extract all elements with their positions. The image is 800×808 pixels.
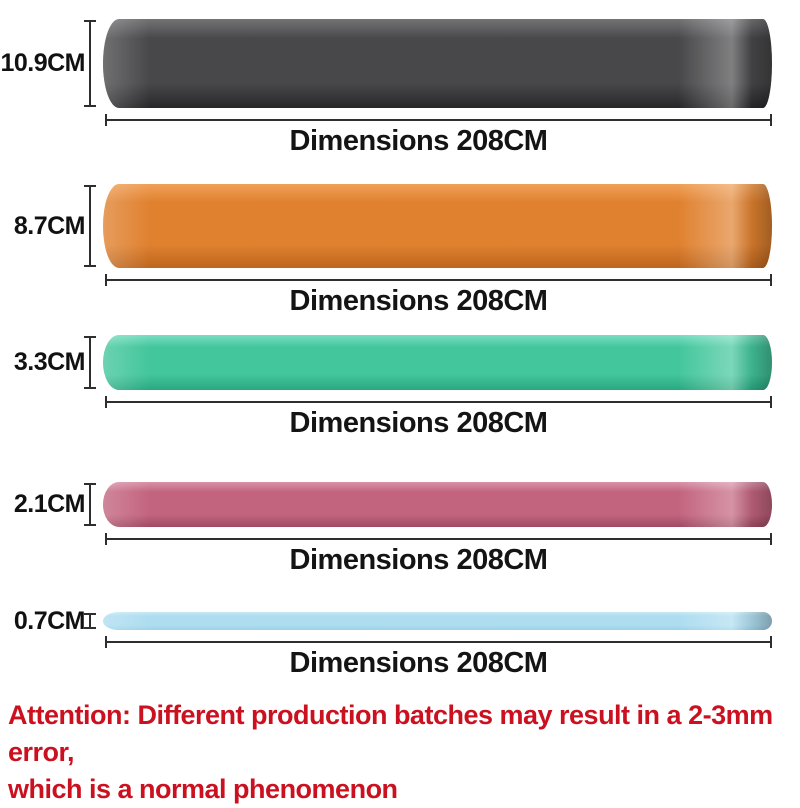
blue-band bbox=[103, 612, 772, 630]
band-width-label: 0.7CM bbox=[13, 606, 86, 635]
black-band bbox=[103, 19, 772, 108]
width-measure-line bbox=[84, 483, 96, 526]
band-length-label: Dimensions 208CM bbox=[289, 285, 548, 317]
attention-line-2: which is a normal phenomenon bbox=[8, 774, 398, 804]
attention-line-1: Attention: Different production batches … bbox=[8, 700, 773, 767]
length-measure-line bbox=[105, 636, 772, 648]
band-width-label: 8.7CM bbox=[13, 211, 86, 240]
pink-band bbox=[103, 482, 772, 527]
length-measure-line bbox=[105, 396, 772, 408]
attention-note: Attention: Different production batches … bbox=[8, 697, 796, 808]
length-measure-line bbox=[105, 274, 772, 286]
band-width-label: 2.1CM bbox=[13, 490, 86, 518]
band-width-label: 10.9CM bbox=[0, 49, 85, 77]
width-measure-line bbox=[84, 185, 96, 267]
band-length-label: Dimensions 208CM bbox=[289, 544, 548, 576]
band-length-label: Dimensions 208CM bbox=[289, 125, 548, 157]
orange-band bbox=[103, 184, 772, 268]
width-measure-line bbox=[84, 336, 96, 389]
band-length-label: Dimensions 208CM bbox=[289, 407, 548, 439]
length-measure-line bbox=[105, 533, 772, 545]
green-band bbox=[103, 335, 772, 390]
band-width-label: 3.3CM bbox=[13, 348, 86, 376]
width-measure-line bbox=[84, 613, 96, 629]
band-length-label: Dimensions 208CM bbox=[289, 647, 548, 679]
length-measure-line bbox=[105, 114, 772, 126]
width-measure-line bbox=[84, 20, 96, 107]
